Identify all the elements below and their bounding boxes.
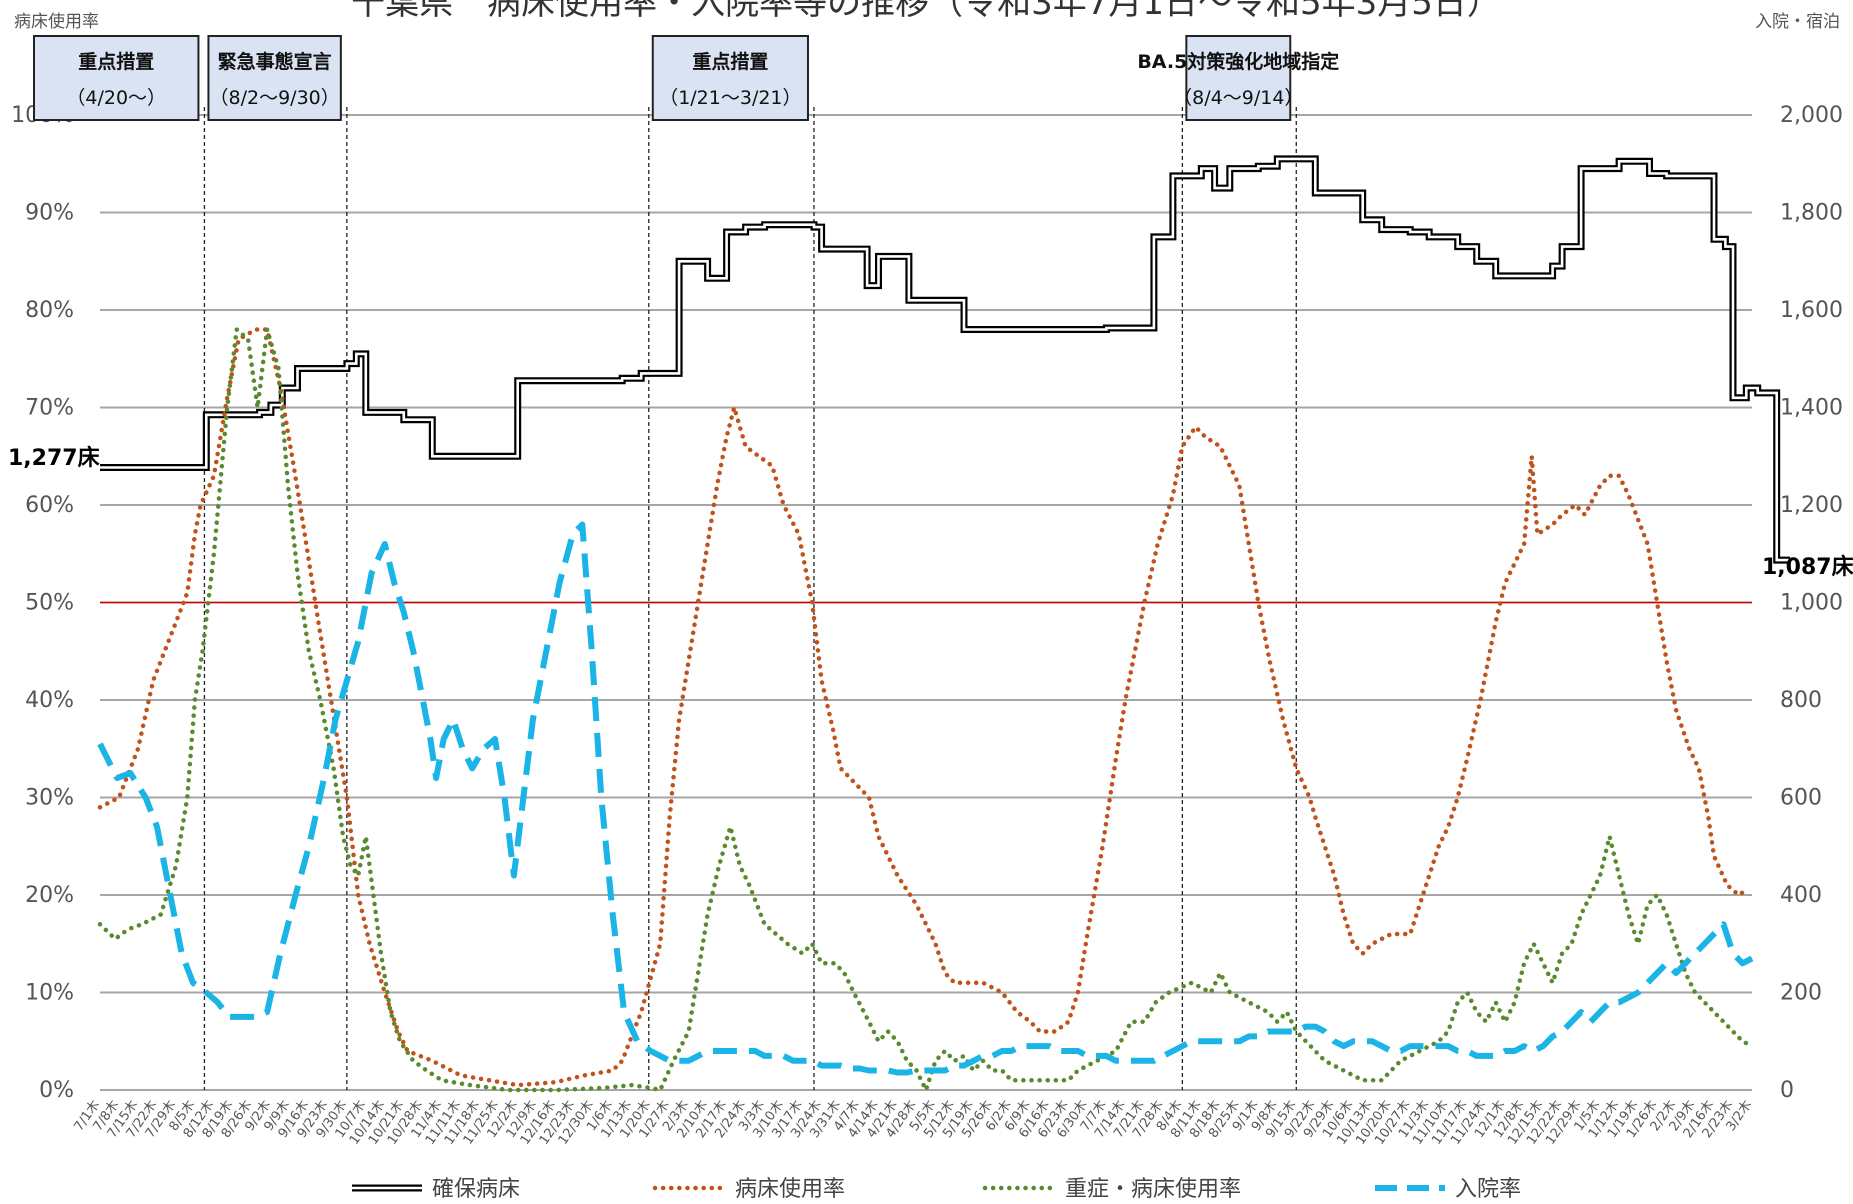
y-left-tick-label: 90%	[25, 201, 74, 226]
legend-label: 病床使用率	[735, 1177, 845, 1202]
y-right-ticks: 0 200 400 600 800 1,000 1,200 1,400 1,600 1,800 2,…	[1780, 103, 1843, 1103]
y-left-tick-label: 30%	[25, 786, 74, 811]
end-bed-label: 1,087床	[1762, 554, 1853, 580]
y-right-tick-label: 1,800	[1780, 201, 1843, 226]
y-right-tick-label: 200	[1780, 981, 1822, 1006]
period-box	[207, 35, 342, 121]
series-2-line	[97, 327, 1755, 1093]
period-dates: （4/20～）	[66, 87, 166, 109]
period-lines	[203, 107, 1297, 1090]
period-box	[33, 35, 200, 121]
period-label: 緊急事態宣言	[218, 50, 332, 73]
period-dates: （8/2～9/30）	[210, 87, 340, 109]
y-left-tick-label: 0%	[39, 1078, 74, 1103]
period-box	[651, 35, 809, 121]
period-dates: （1/21～3/21）	[659, 87, 801, 109]
y-right-tick-label: 2,000	[1780, 103, 1843, 128]
y-left-ticks: 0%10%20%30%40%50%60%70%80%90%100%	[11, 103, 74, 1103]
y-right-tick-label: 1,400	[1780, 396, 1843, 421]
y-right-tick-label: 600	[1780, 786, 1822, 811]
legend-label: 確保病床	[432, 1177, 520, 1202]
y-right-tick-label: 800	[1780, 688, 1822, 713]
x-ticks: 7/1木7/8木7/15木7/22木7/29木8/5木8/12木8/19木8/2…	[72, 1098, 1756, 1148]
chart-title: 千葉県 病床使用率・入院率等の推移（令和3年7月1日～令和5年3月5日）	[351, 0, 1501, 23]
y-left-tick-label: 20%	[25, 883, 74, 908]
y-left-tick-label: 10%	[25, 981, 74, 1006]
y-left-label: 病床使用率	[14, 11, 99, 32]
period-dates: （8/4～9/14）	[1173, 87, 1303, 109]
legend-label: 入院率	[1455, 1177, 1521, 1202]
y-left-tick-label: 80%	[25, 298, 74, 323]
period-box	[1185, 35, 1292, 121]
y-left-tick-label: 40%	[25, 688, 74, 713]
y-right-tick-label: 400	[1780, 883, 1822, 908]
series-0-line-inner	[100, 157, 1790, 562]
start-bed-label: 1,277床	[8, 445, 101, 471]
series-layer	[97, 155, 1790, 1093]
legend: 確保病床 病床使用率 重症・病床使用率 入院率	[352, 1177, 1521, 1202]
series-1-line	[97, 327, 1749, 1088]
period-label: 重点措置	[78, 50, 154, 73]
y-left-tick-label: 60%	[25, 493, 74, 518]
period-label: 重点措置	[692, 50, 768, 73]
y-right-tick-label: 1,600	[1780, 298, 1843, 323]
y-left-tick-label: 70%	[25, 396, 74, 421]
y-left-tick-label: 50%	[25, 591, 74, 616]
y-right-tick-label: 0	[1780, 1078, 1794, 1103]
period-label: BA.5対策強化地域指定	[1137, 50, 1339, 73]
series-0-line-outer	[100, 155, 1790, 564]
legend-label: 重症・病床使用率	[1065, 1177, 1241, 1202]
y-right-label: 入院・宿泊	[1755, 12, 1840, 32]
y-right-tick-label: 1,000	[1780, 591, 1843, 616]
y-right-tick-label: 1,200	[1780, 493, 1843, 518]
period-boxes: 重点措置 （4/20～） 緊急事態宣言 （8/2～9/30） 重点措置 （1/21～3/2…	[33, 35, 1339, 121]
